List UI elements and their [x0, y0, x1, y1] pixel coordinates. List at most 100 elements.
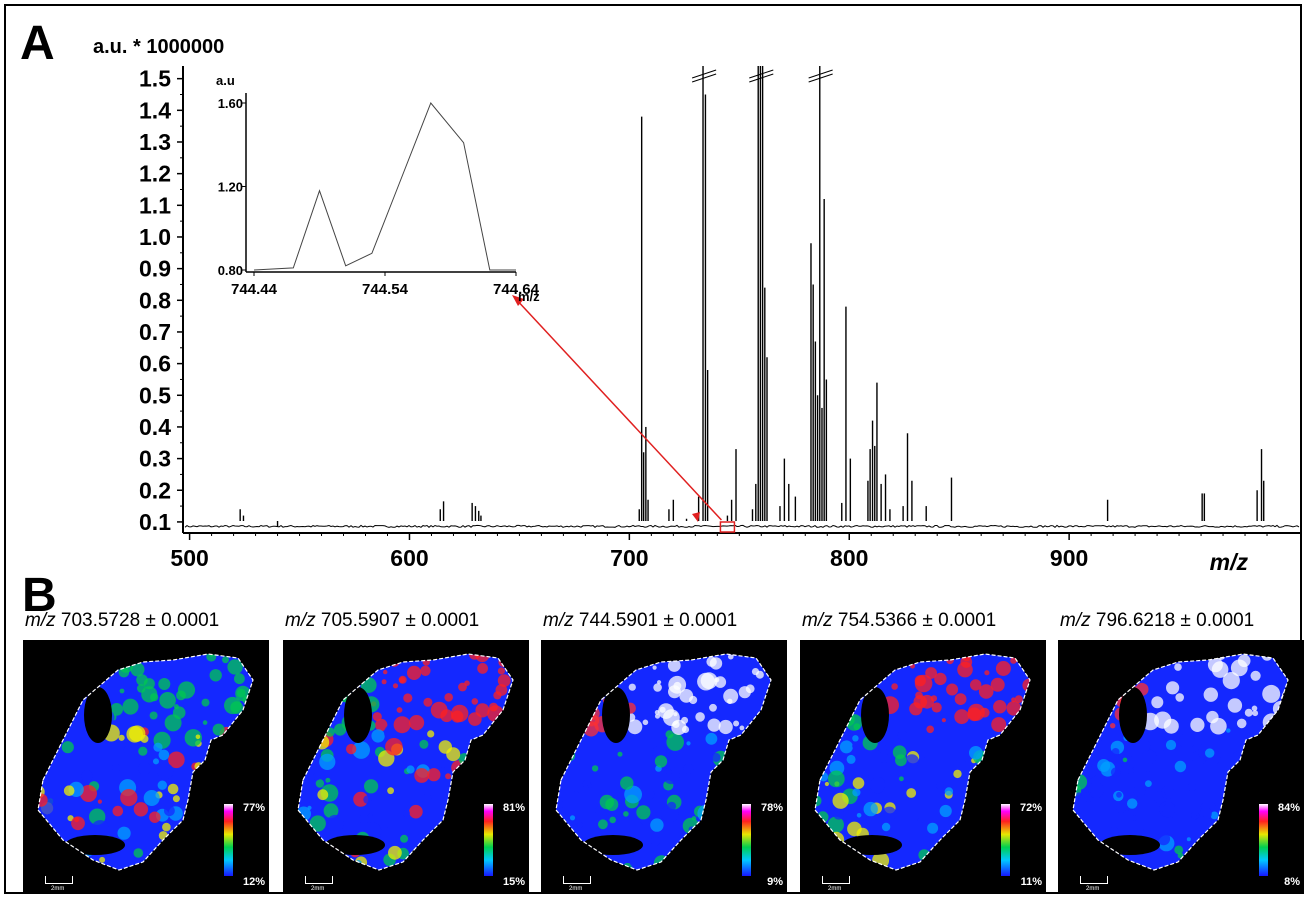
intensity-pixel-cluster: [493, 783, 501, 791]
intensity-pixel-cluster: [954, 709, 970, 725]
intensity-pixel-cluster: [1281, 835, 1288, 847]
intensity-pixel-cluster: [1183, 860, 1191, 868]
intensity-pixel-cluster: [991, 717, 1007, 733]
intensity-pixel-cluster: [80, 785, 97, 802]
intensity-pixel-cluster: [565, 708, 571, 714]
intensity-pixel-cluster: [120, 789, 138, 807]
intensity-pixel-cluster: [434, 833, 446, 846]
intensity-pixel-cluster: [1227, 698, 1243, 713]
intensity-pixel-cluster: [881, 822, 891, 832]
intensity-pixel-cluster: [43, 830, 60, 848]
intensity-pixel-cluster: [427, 768, 441, 782]
intensity-pixel-cluster: [665, 748, 677, 761]
intensity-pixel-cluster: [585, 862, 594, 870]
intensity-pixel-cluster: [1108, 826, 1119, 837]
intensity-pixel-cluster: [83, 857, 90, 864]
y-tick-label: 0.4: [139, 414, 171, 440]
intensity-pixel-cluster: [565, 701, 577, 714]
intensity-pixel-cluster: [1281, 729, 1288, 748]
intensity-pixel-cluster: [577, 700, 594, 718]
inset-x-tick-label: 744.54: [362, 281, 409, 298]
inset-x-axis-label: m/z: [518, 289, 540, 304]
intensity-pixel-cluster: [556, 654, 565, 659]
intensity-pixel-cluster: [815, 721, 823, 733]
intensity-pixel-cluster: [985, 861, 998, 870]
intensity-pixel-cluster: [421, 793, 432, 804]
intensity-pixel-cluster: [1219, 825, 1232, 838]
ion-image-map: [555, 653, 772, 871]
intensity-pixel-cluster: [650, 836, 661, 846]
intensity-pixel-cluster: [153, 758, 159, 765]
intensity-pixel-cluster: [560, 711, 566, 717]
x-tick-label: 500: [170, 545, 208, 571]
intensity-pixel-cluster: [653, 683, 662, 692]
intensity-pixel-cluster: [946, 683, 959, 696]
intensity-pixel-cluster: [1164, 658, 1170, 664]
intensity-pixel-cluster: [978, 684, 994, 699]
intensity-pixel-cluster: [1210, 717, 1227, 735]
intensity-pixel-cluster: [468, 744, 486, 762]
ion-image-panel: 78% 9% 2mm: [541, 640, 787, 894]
intensity-pixel-cluster: [500, 790, 512, 801]
intensity-pixel-cluster: [995, 661, 1011, 676]
intensity-pixel-cluster: [227, 659, 243, 675]
intensity-pixel-cluster: [654, 755, 668, 768]
inset-y-tick-label: 0.80: [218, 263, 243, 278]
intensity-pixel-cluster: [364, 779, 379, 794]
intensity-pixel-cluster: [572, 791, 579, 798]
intensity-pixel-cluster: [94, 668, 104, 679]
intensity-pixel-cluster: [70, 665, 75, 670]
intensity-pixel-cluster: [1018, 847, 1030, 860]
color-scale-max-label: 78%: [760, 802, 783, 814]
intensity-pixel-cluster: [162, 822, 171, 832]
intensity-pixel-cluster: [445, 773, 452, 780]
color-scale-max-label: 72%: [1019, 802, 1042, 814]
intensity-pixel-cluster: [1025, 663, 1030, 680]
intensity-pixel-cluster: [420, 665, 431, 676]
intensity-pixel-cluster: [317, 789, 329, 801]
intensity-pixel-cluster: [609, 816, 616, 824]
intensity-pixel-cluster: [501, 770, 506, 775]
intensity-pixel-cluster: [557, 863, 571, 870]
intensity-pixel-cluster: [1104, 703, 1111, 711]
intensity-pixel-cluster: [346, 743, 357, 755]
intensity-pixel-cluster: [432, 868, 439, 870]
x-tick-label: 800: [830, 545, 868, 571]
ion-image-mz-value: 796.6218 ± 0.0001: [1090, 610, 1255, 631]
intensity-pixel-cluster: [1284, 854, 1288, 861]
intensity-pixel-cluster: [1262, 713, 1281, 731]
intensity-pixel-cluster: [561, 838, 570, 847]
intensity-pixel-cluster: [481, 743, 489, 751]
intensity-pixel-cluster: [213, 763, 230, 780]
intensity-pixel-cluster: [936, 781, 944, 790]
intensity-pixel-cluster: [232, 780, 250, 797]
intensity-pixel-cluster: [1009, 823, 1017, 831]
intensity-pixel-cluster: [906, 788, 917, 798]
y-tick-label: 0.1: [139, 509, 171, 535]
intensity-pixel-cluster: [38, 861, 47, 870]
intensity-pixel-cluster: [728, 829, 737, 838]
intensity-pixel-cluster: [250, 813, 253, 826]
intensity-pixel-cluster: [213, 754, 222, 764]
intensity-pixel-cluster: [158, 678, 171, 690]
intensity-pixel-cluster: [1282, 828, 1288, 835]
intensity-pixel-cluster: [117, 660, 123, 666]
intensity-pixel-cluster: [1244, 807, 1253, 816]
y-axis-unit-label: a.u. * 1000000: [93, 36, 225, 58]
intensity-pixel-cluster: [821, 660, 833, 673]
intensity-pixel-cluster: [815, 713, 830, 730]
intensity-pixel-cluster: [1016, 763, 1022, 769]
intensity-pixel-cluster: [762, 789, 771, 801]
intensity-pixel-cluster: [1157, 832, 1171, 846]
intensity-pixel-cluster: [185, 849, 203, 867]
tissue-void: [344, 687, 372, 743]
intensity-pixel-cluster: [1205, 748, 1215, 758]
intensity-pixel-cluster: [914, 674, 933, 693]
intensity-pixel-cluster: [891, 683, 898, 690]
color-scale-max-label: 77%: [242, 802, 265, 814]
intensity-pixel-cluster: [569, 815, 576, 821]
intensity-pixel-cluster: [1199, 807, 1212, 820]
intensity-pixel-cluster: [697, 804, 715, 823]
inset-y-axis-label: a.u: [216, 73, 235, 88]
intensity-pixel-cluster: [133, 802, 149, 817]
